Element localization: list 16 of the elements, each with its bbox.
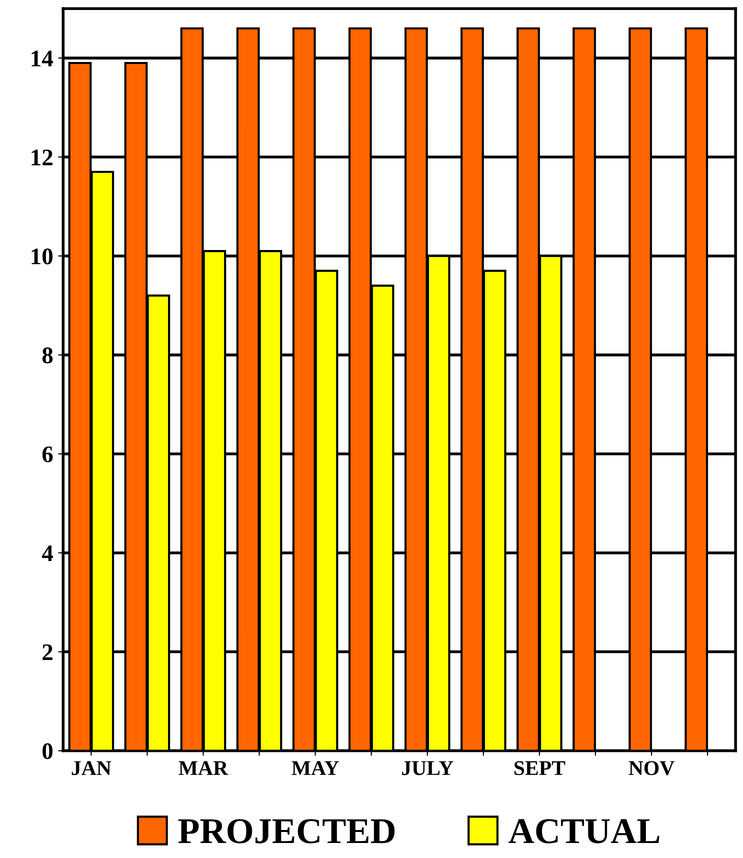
x-tick-label: JAN bbox=[72, 761, 112, 776]
y-tick-label: 6 bbox=[42, 446, 53, 462]
y-tick-label: 0 bbox=[42, 743, 53, 760]
y-tick-label: 4 bbox=[42, 545, 53, 562]
x-tick-label: SEPT bbox=[514, 761, 566, 776]
legend-label: PROJECTED bbox=[178, 819, 395, 844]
x-tick-label: MAR bbox=[178, 761, 228, 775]
y-tick-label: 10 bbox=[32, 248, 53, 264]
x-tick-label: JULY bbox=[402, 761, 454, 776]
x-tick-label: NOV bbox=[628, 761, 674, 776]
y-tick-label: 8 bbox=[42, 347, 53, 364]
y-tick-label: 2 bbox=[42, 644, 52, 660]
x-tick-label: MAY bbox=[292, 761, 339, 775]
legend-label: ACTUAL bbox=[508, 819, 660, 844]
y-tick-label: 14 bbox=[32, 50, 53, 66]
y-tick-label: 12 bbox=[32, 150, 52, 166]
